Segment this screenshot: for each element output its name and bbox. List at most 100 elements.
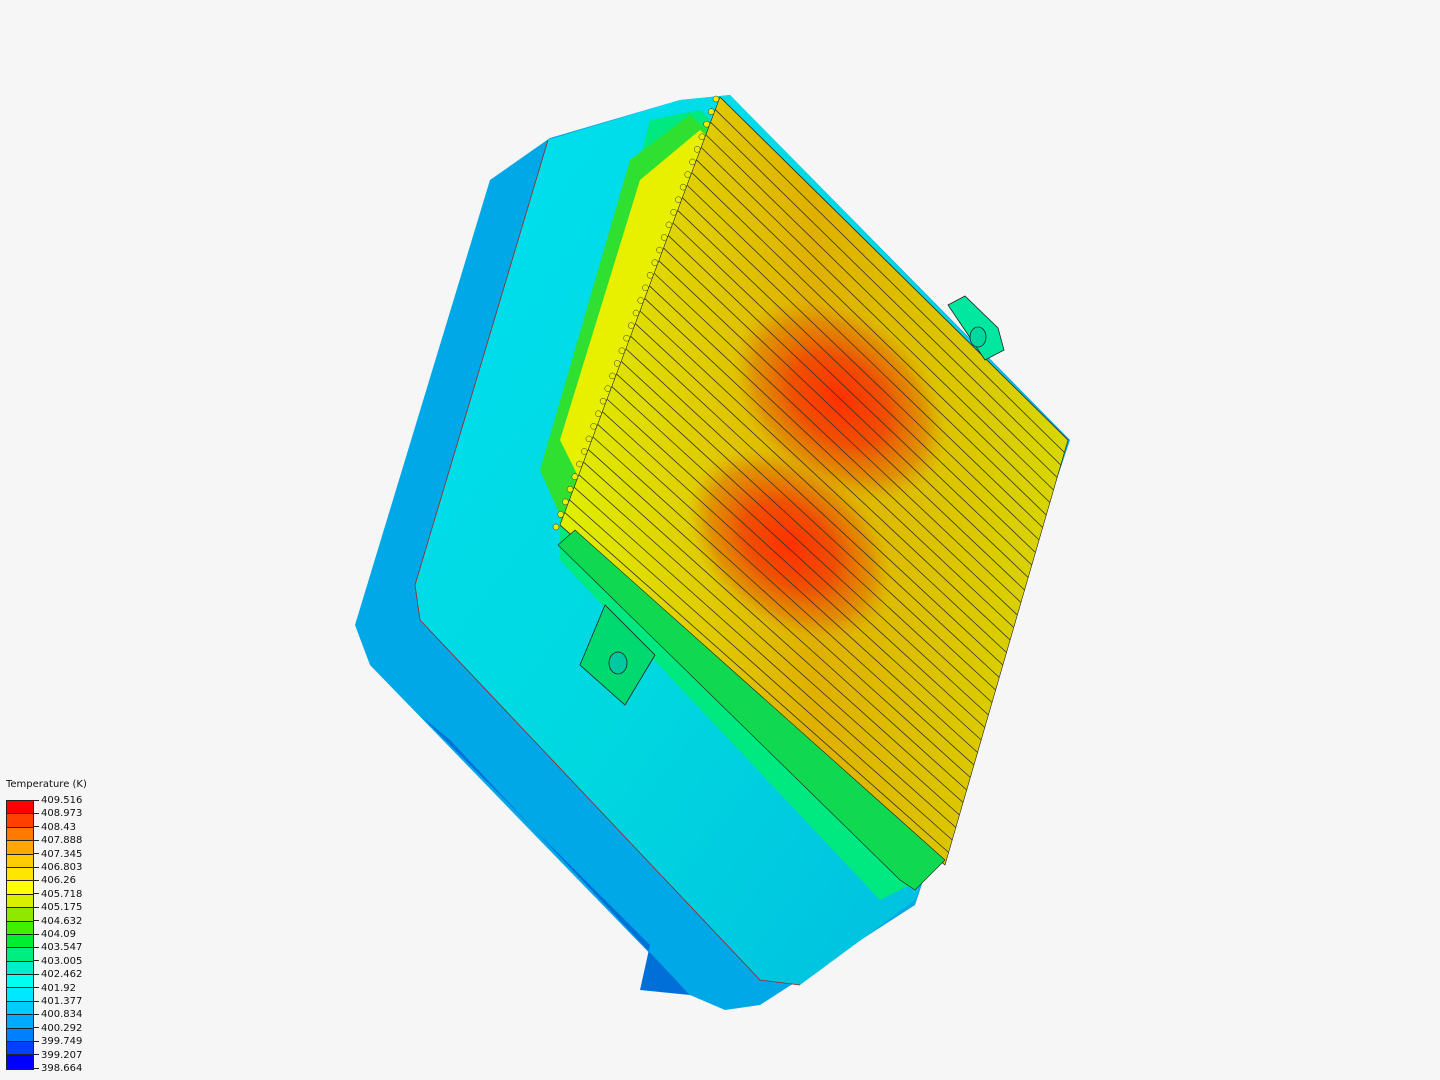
fin-tip (637, 297, 644, 304)
legend-band (7, 988, 33, 1002)
fin-edge (592, 436, 971, 778)
fin-edge (715, 109, 1065, 453)
legend-tick-label: 400.834 (33, 1010, 82, 1020)
fin-edge (649, 285, 1015, 628)
hot-spot-upper (733, 299, 947, 501)
legend-band (7, 961, 33, 976)
legend-band (7, 1042, 33, 1056)
mounting-hole-upper (969, 326, 987, 348)
hot-spot-lower (687, 448, 893, 642)
fin-tip (651, 259, 659, 266)
legend-tick-label: 406.26 (33, 876, 76, 886)
fin-tip (693, 146, 701, 153)
legend-band (7, 921, 33, 935)
enclosure-inner-edge (414, 139, 801, 986)
fin-tip (599, 397, 607, 405)
fin-edge (630, 335, 1000, 678)
fin-edge (616, 373, 989, 716)
fin-edge (569, 499, 953, 841)
fin-tip (632, 309, 640, 317)
fin-tip (684, 171, 692, 178)
legend-band (7, 1001, 33, 1016)
legend-band (7, 801, 33, 815)
fin-edge (602, 411, 978, 753)
fin-edge (663, 247, 1025, 591)
fin-edge (696, 159, 1051, 503)
base-plate (557, 529, 946, 891)
fin-tip (665, 221, 673, 229)
fin-edge (635, 323, 1004, 666)
legend-title: Temperature (K) (6, 779, 87, 790)
fin-edge (606, 398, 982, 741)
fin-tip (675, 196, 682, 203)
fin-lines (552, 95, 1069, 866)
fin-edge (583, 461, 964, 803)
fin-tip (656, 246, 663, 254)
legend-band (7, 894, 33, 909)
legend-tick-label: 399.749 (33, 1037, 82, 1047)
fin-tip (609, 372, 616, 380)
fin-tip (628, 322, 635, 329)
fin-edge (639, 310, 1007, 653)
fin-tip (646, 271, 654, 279)
temperature-legend: Temperature (K) 409.516 408.973 408.43 407.… (6, 779, 87, 1074)
legend-tick-label: 398.664 (33, 1064, 82, 1074)
legend-band (7, 1055, 33, 1069)
fin-edge (700, 147, 1054, 491)
legend-band (7, 827, 33, 842)
legend-band (7, 975, 33, 989)
fin-edge (597, 423, 975, 766)
fin-tip (642, 284, 649, 292)
legend-tick-label: 400.292 (33, 1023, 82, 1034)
fin-edge (677, 210, 1036, 553)
fin-edge (719, 96, 1069, 441)
legend-tick-label: 403.005 (33, 956, 82, 967)
fin-tip (562, 498, 569, 506)
fin-tip (580, 448, 588, 455)
legend-tick-label: 406.803 (33, 863, 82, 873)
fin-edge (625, 348, 996, 691)
legend-tick-label: 409.516 (33, 796, 82, 806)
legend-band (7, 841, 33, 855)
legend-band (7, 854, 33, 868)
fin-edge (587, 449, 967, 791)
fin-tip (576, 460, 583, 468)
fin-edge (578, 474, 960, 816)
fin-edge (653, 272, 1018, 616)
legend-band (7, 814, 33, 828)
legend-tick-label: 407.345 (33, 849, 82, 860)
fin-edge (564, 512, 949, 853)
fin-tip (585, 435, 593, 443)
legend-tick-label: 404.09 (33, 930, 76, 940)
legend-tick-label: 408.43 (33, 822, 76, 833)
legend-band (7, 948, 33, 962)
fin-tip (618, 347, 626, 355)
legend-tick-label: 407.888 (33, 836, 82, 846)
fin-tip (712, 95, 720, 103)
fin-edge (682, 197, 1040, 541)
fin-tip (552, 523, 560, 531)
fin-edge (710, 121, 1062, 466)
fin-edge (644, 298, 1011, 641)
fin-edge (672, 222, 1033, 566)
fin-tip (670, 209, 677, 216)
fin-tip (613, 360, 621, 367)
enclosure-deep-blue (420, 715, 690, 995)
fin-tip (679, 183, 687, 191)
legend-tick-label: 405.718 (33, 889, 82, 900)
legend-band (7, 1015, 33, 1029)
legend-band (7, 934, 33, 949)
fin-tip (604, 385, 612, 392)
fin-tip (623, 334, 630, 342)
fin-edge (611, 386, 986, 728)
fin-edge (705, 134, 1058, 478)
fin-tip (595, 410, 602, 417)
legend-tick-label: 408.973 (33, 809, 82, 819)
legend-band (7, 908, 33, 922)
legend-band (7, 867, 33, 882)
legend-band (7, 1028, 33, 1043)
legend-tick-label: 402.462 (33, 970, 82, 980)
fin-edge (573, 486, 957, 828)
legend-tick-label: 399.207 (33, 1050, 82, 1061)
